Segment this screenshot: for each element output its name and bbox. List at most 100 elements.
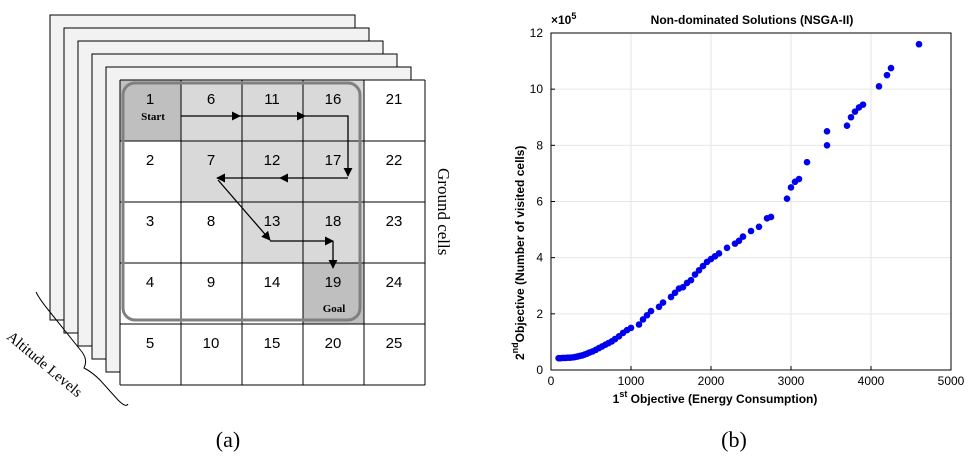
- cell-number: 12: [264, 152, 281, 169]
- cell-number: 19: [325, 274, 342, 291]
- cell-number: 5: [146, 335, 154, 352]
- data-point: [883, 71, 891, 79]
- cell-number: 4: [146, 274, 154, 291]
- start-label: Start: [141, 111, 165, 123]
- cell-number: 18: [325, 213, 342, 230]
- cell-number: 15: [264, 335, 281, 352]
- shaded-cell: [303, 80, 364, 141]
- data-point: [823, 127, 831, 135]
- x-tick-label: 0: [548, 374, 555, 388]
- data-point: [795, 175, 803, 183]
- y-ticks: 0 2 4 6 8 10 12: [530, 26, 555, 377]
- y-tick-label: 4: [536, 251, 543, 265]
- x-tick-label: 4000: [858, 374, 885, 388]
- data-point: [643, 311, 651, 319]
- y-tick-label: 6: [536, 195, 543, 209]
- cell-number: 11: [264, 91, 280, 108]
- cell-number: 9: [207, 274, 215, 291]
- shaded-cells: [120, 80, 364, 324]
- exponent-label: ×105: [551, 11, 576, 27]
- data-point: [755, 223, 763, 231]
- data-point: [843, 122, 851, 129]
- data-point: [747, 227, 755, 235]
- cell-number: 13: [264, 213, 281, 230]
- y-tick-label: 12: [530, 26, 544, 40]
- ground-grid: [119, 79, 426, 386]
- y-tick-label: 10: [530, 82, 544, 96]
- data-point: [887, 64, 895, 72]
- data-point: [915, 40, 923, 48]
- data-point: [679, 283, 687, 291]
- data-point: [667, 293, 675, 301]
- scatter-points: [555, 40, 923, 362]
- path-arrow: [305, 115, 353, 177]
- data-point: [659, 299, 667, 306]
- data-point: [715, 250, 723, 257]
- data-point: [691, 271, 699, 278]
- data-point: [851, 108, 859, 115]
- shaded-cell: [303, 141, 364, 202]
- region-outline: [121, 81, 362, 322]
- shaded-cell: [242, 80, 303, 141]
- data-point: [767, 213, 775, 221]
- y-tick-label: 0: [536, 363, 543, 377]
- cell-number: 17: [325, 152, 342, 169]
- cell-number: 20: [325, 335, 342, 352]
- data-point: [687, 276, 695, 284]
- x-tick-label: 2000: [698, 374, 725, 388]
- data-point: [695, 267, 703, 274]
- altitude-levels-label: Altitude Levels: [3, 329, 85, 401]
- cell-numbers: 1234567891011121314151617181920212223242…: [146, 91, 403, 352]
- data-point: [847, 113, 855, 121]
- goal-label: Goal: [323, 303, 346, 315]
- cell-number: 7: [207, 152, 215, 169]
- cell-number: 8: [207, 213, 215, 230]
- data-point: [735, 237, 743, 245]
- cell-number: 6: [207, 91, 215, 108]
- panel-a-grid-diagram: 1234567891011121314151617181920212223242…: [3, 14, 453, 452]
- ground-cells-label: Ground cells: [434, 168, 453, 255]
- x-tick-label: 5000: [938, 374, 965, 388]
- shaded-cell: [242, 202, 303, 263]
- cell-number: 2: [146, 152, 154, 169]
- data-point: [647, 307, 655, 315]
- cell-number: 16: [325, 91, 342, 108]
- cell-number: 22: [386, 152, 403, 169]
- y-axis-label: 2ndObjective (Number of visited cells): [510, 146, 527, 360]
- data-point: [783, 195, 791, 202]
- cell-number: 23: [386, 213, 403, 230]
- data-point: [739, 233, 747, 240]
- x-tick-label: 1000: [618, 374, 645, 388]
- cell-number: 10: [203, 335, 220, 352]
- x-axis-label: 1st Objective (Energy Consumption): [613, 389, 818, 406]
- data-point: [671, 289, 679, 297]
- endpoint-cell: [120, 80, 181, 141]
- cell-number: 21: [386, 91, 403, 108]
- data-point: [723, 244, 731, 252]
- path-arrow: [217, 179, 271, 241]
- cell-number: 24: [386, 274, 403, 291]
- shaded-cell: [242, 141, 303, 202]
- data-point: [803, 158, 811, 166]
- cell-number: 1: [146, 91, 154, 108]
- data-point: [655, 303, 663, 311]
- y-tick-label: 8: [536, 138, 543, 152]
- chart-title: Non-dominated Solutions (NSGA-II): [651, 13, 854, 27]
- cell-number: 14: [264, 274, 281, 291]
- data-point: [787, 184, 795, 191]
- data-point: [639, 316, 647, 323]
- cell-number: 25: [386, 335, 403, 352]
- y-tick-label: 2: [536, 307, 543, 321]
- endpoint-cell: [303, 263, 364, 324]
- data-point: [859, 101, 867, 108]
- data-point: [823, 142, 831, 149]
- x-tick-label: 3000: [778, 374, 805, 388]
- panel-b-scatter-chart: Non-dominated Solutions (NSGA-II) ×105 0…: [510, 11, 965, 452]
- caption-a: (a): [216, 427, 240, 452]
- data-point: [635, 321, 643, 328]
- shaded-cell: [181, 80, 242, 141]
- data-point: [627, 324, 635, 332]
- altitude-brace: [35, 291, 129, 406]
- plot-grid: [550, 32, 952, 371]
